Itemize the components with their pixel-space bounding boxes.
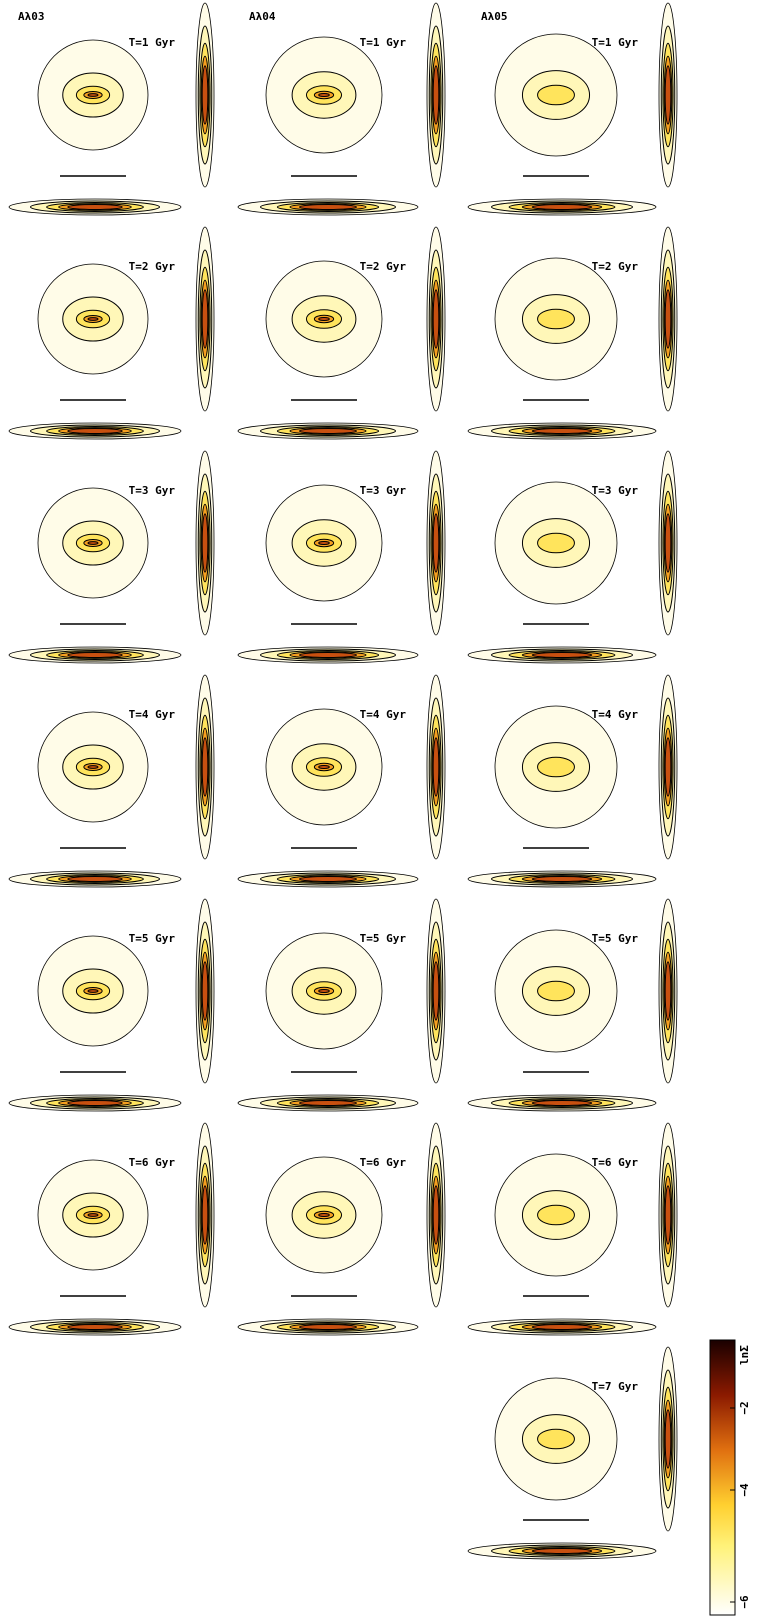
edge-on-horizontal (67, 1099, 123, 1107)
time-label: T=1 Gyr (592, 36, 639, 49)
face-on-map (537, 1428, 575, 1450)
face-on-map (87, 989, 99, 993)
edge-on-vertical (664, 1185, 672, 1245)
face-on-map (318, 317, 330, 321)
time-label: T=3 Gyr (592, 484, 639, 497)
model-label: Aλ03 (18, 10, 45, 23)
face-on-map (537, 308, 575, 330)
face-on-map (537, 756, 575, 778)
edge-on-vertical (432, 961, 440, 1021)
edge-on-horizontal (67, 1323, 123, 1331)
edge-on-vertical (664, 961, 672, 1021)
time-label: T=4 Gyr (360, 708, 407, 721)
edge-on-vertical (432, 289, 440, 349)
edge-on-vertical (201, 65, 209, 125)
model-label: Aλ05 (481, 10, 508, 23)
time-label: T=2 Gyr (360, 260, 407, 273)
edge-on-horizontal (299, 875, 357, 883)
face-on-map (318, 93, 330, 97)
edge-on-horizontal (531, 651, 593, 659)
edge-on-vertical (201, 737, 209, 797)
colorbar-tick-label: −6 (738, 1595, 751, 1609)
edge-on-horizontal (67, 427, 123, 435)
time-label: T=6 Gyr (129, 1156, 176, 1169)
time-label: T=3 Gyr (360, 484, 407, 497)
edge-on-vertical (201, 513, 209, 573)
edge-on-horizontal (299, 427, 357, 435)
face-on-map (87, 765, 99, 769)
edge-on-vertical (201, 1185, 209, 1245)
edge-on-horizontal (299, 651, 357, 659)
model-label: Aλ04 (249, 10, 276, 23)
time-label: T=4 Gyr (129, 708, 176, 721)
edge-on-horizontal (67, 875, 123, 883)
time-label: T=5 Gyr (360, 932, 407, 945)
edge-on-vertical (432, 1185, 440, 1245)
face-on-map (87, 93, 99, 97)
edge-on-horizontal (531, 1099, 593, 1107)
time-label: T=2 Gyr (129, 260, 176, 273)
colorbar-tick-label: −4 (738, 1483, 751, 1497)
edge-on-vertical (664, 513, 672, 573)
time-label: T=1 Gyr (360, 36, 407, 49)
time-label: T=2 Gyr (592, 260, 639, 273)
face-on-map (537, 980, 575, 1002)
time-label: T=6 Gyr (360, 1156, 407, 1169)
colorbar (709, 1339, 736, 1616)
face-on-map (318, 765, 330, 769)
time-label: T=5 Gyr (592, 932, 639, 945)
edge-on-vertical (664, 289, 672, 349)
time-label: T=7 Gyr (592, 1380, 639, 1393)
edge-on-vertical (664, 737, 672, 797)
edge-on-vertical (201, 961, 209, 1021)
face-on-map (537, 532, 575, 554)
face-on-map (87, 317, 99, 321)
edge-on-horizontal (531, 1323, 593, 1331)
time-label: T=3 Gyr (129, 484, 176, 497)
edge-on-vertical (664, 65, 672, 125)
edge-on-vertical (432, 513, 440, 573)
face-on-map (318, 1213, 330, 1217)
edge-on-vertical (201, 289, 209, 349)
edge-on-vertical (432, 65, 440, 125)
edge-on-horizontal (299, 203, 357, 211)
time-label: T=5 Gyr (129, 932, 176, 945)
edge-on-horizontal (299, 1323, 357, 1331)
edge-on-horizontal (531, 875, 593, 883)
edge-on-horizontal (531, 1547, 593, 1555)
edge-on-horizontal (531, 427, 593, 435)
time-label: T=4 Gyr (592, 708, 639, 721)
face-on-map (537, 84, 575, 106)
face-on-map (318, 989, 330, 993)
edge-on-horizontal (67, 651, 123, 659)
face-on-map (537, 1204, 575, 1226)
colorbar-label: lnΣ (738, 1345, 751, 1365)
time-label: T=6 Gyr (592, 1156, 639, 1169)
face-on-map (87, 541, 99, 545)
edge-on-horizontal (531, 203, 593, 211)
time-label: T=1 Gyr (129, 36, 176, 49)
face-on-map (87, 1213, 99, 1217)
face-on-map (318, 541, 330, 545)
edge-on-horizontal (299, 1099, 357, 1107)
edge-on-horizontal (67, 203, 123, 211)
colorbar-tick-label: −2 (738, 1401, 751, 1414)
edge-on-vertical (432, 737, 440, 797)
edge-on-vertical (664, 1409, 672, 1469)
